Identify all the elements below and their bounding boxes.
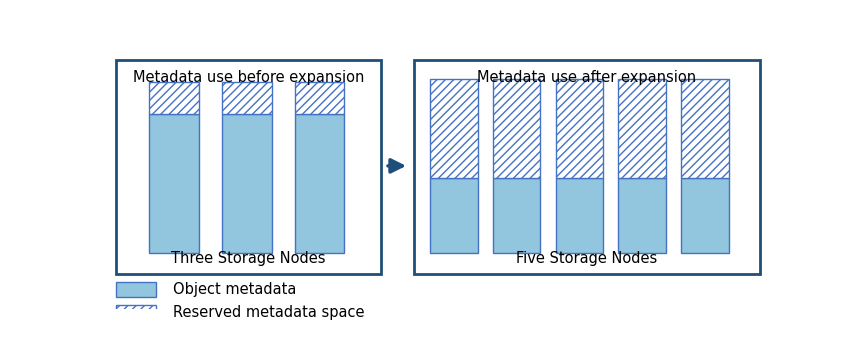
Bar xyxy=(430,79,478,178)
Bar xyxy=(492,79,540,178)
Bar xyxy=(295,82,344,114)
Bar xyxy=(681,178,728,253)
Bar xyxy=(681,79,728,178)
Bar xyxy=(413,60,760,274)
Bar xyxy=(222,82,272,114)
Bar xyxy=(619,79,665,178)
Text: Three Storage Nodes: Three Storage Nodes xyxy=(171,251,325,266)
Text: Metadata use before expansion: Metadata use before expansion xyxy=(133,70,364,85)
Bar xyxy=(117,282,156,297)
Bar xyxy=(556,79,603,178)
Bar xyxy=(492,178,540,253)
Bar xyxy=(117,305,156,320)
Bar xyxy=(222,114,272,253)
Text: Metadata use after expansion: Metadata use after expansion xyxy=(477,70,696,85)
Text: Five Storage Nodes: Five Storage Nodes xyxy=(516,251,658,266)
Bar xyxy=(430,178,478,253)
Text: Reserved metadata space: Reserved metadata space xyxy=(173,305,364,320)
Text: Object metadata: Object metadata xyxy=(173,282,296,297)
Bar xyxy=(619,178,665,253)
Bar xyxy=(556,178,603,253)
Bar xyxy=(117,60,381,274)
Bar xyxy=(295,114,344,253)
Bar xyxy=(149,114,199,253)
Bar xyxy=(149,82,199,114)
